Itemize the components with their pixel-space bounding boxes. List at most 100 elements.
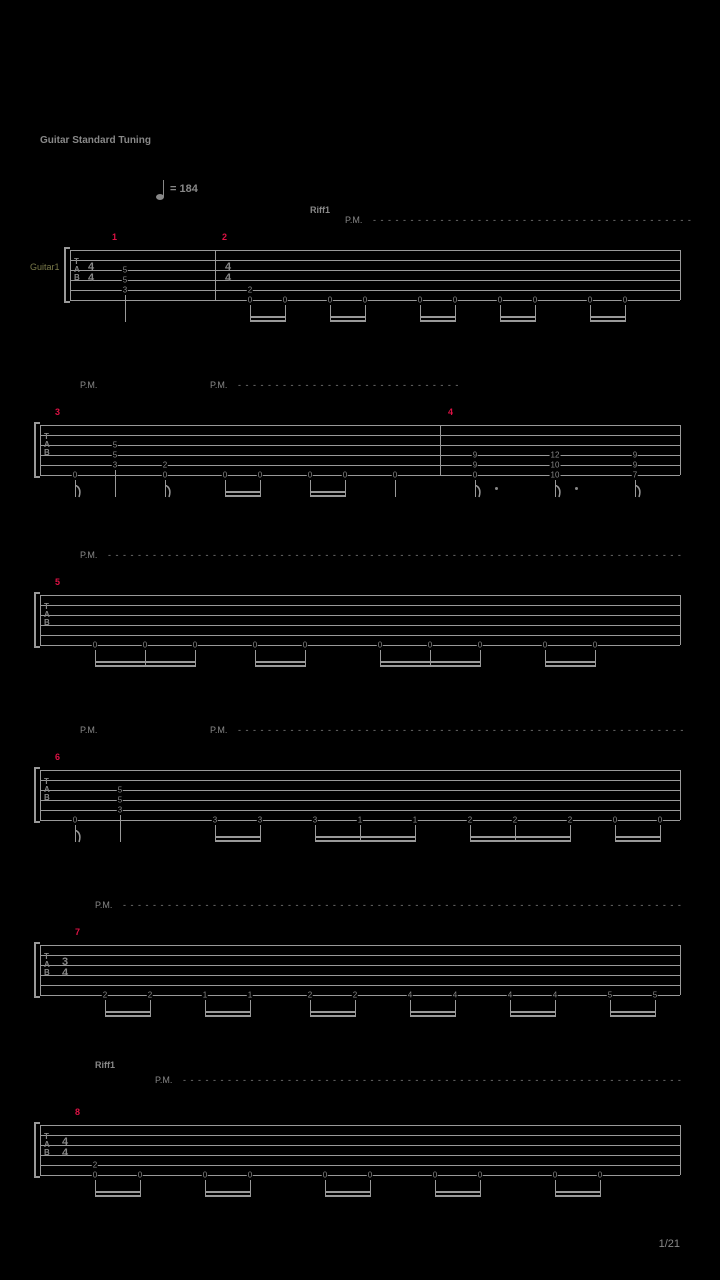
- fret-number: 10: [550, 471, 561, 480]
- staff-line: [40, 965, 680, 966]
- tempo-text: = 184: [170, 183, 198, 195]
- staff-line: [40, 800, 680, 801]
- bar-number: 8: [75, 1107, 80, 1117]
- staff-line: [40, 625, 680, 626]
- staff-line: [40, 445, 680, 446]
- fret-number: 4: [407, 991, 413, 1000]
- beam: [310, 1015, 355, 1017]
- fret-number: 0: [92, 1171, 98, 1180]
- fret-number: 9: [472, 461, 478, 470]
- beam: [470, 840, 515, 842]
- fret-number: 0: [597, 1171, 603, 1180]
- staff-line: [70, 270, 680, 271]
- beam: [105, 1015, 150, 1017]
- beam-secondary: [410, 1011, 455, 1013]
- fret-number: 0: [542, 641, 548, 650]
- fret-number: 1: [357, 816, 363, 825]
- pm-dashes: - - - - - - - - - - - - - - - - - - - - …: [108, 550, 683, 560]
- fret-number: 0: [222, 471, 228, 480]
- beam-secondary: [310, 1011, 355, 1013]
- fret-number: 0: [452, 296, 458, 305]
- beam: [255, 665, 305, 667]
- time-signature: 44: [62, 1137, 68, 1159]
- beam-secondary: [590, 316, 625, 318]
- staff-line: [70, 250, 680, 251]
- fret-number: 3: [112, 461, 118, 470]
- tab-clef: TAB: [44, 953, 50, 977]
- beam-secondary: [420, 316, 455, 318]
- fret-number: 0: [592, 641, 598, 650]
- fret-number: 0: [307, 471, 313, 480]
- bracket-bot: [34, 821, 40, 823]
- fret-number: 0: [477, 1171, 483, 1180]
- note-stem: [480, 1180, 481, 1197]
- staff-line: [40, 615, 680, 616]
- beam: [145, 665, 195, 667]
- staff-line: [40, 770, 680, 771]
- fret-number: 2: [92, 1161, 98, 1170]
- beam: [315, 840, 360, 842]
- fret-number: 2: [102, 991, 108, 1000]
- beam: [360, 840, 415, 842]
- pm-label: P.M.: [80, 380, 97, 390]
- beam: [205, 1195, 250, 1197]
- note-stem: [250, 1000, 251, 1017]
- barline: [440, 425, 441, 475]
- fret-number: 2: [247, 286, 253, 295]
- beam-secondary: [330, 316, 365, 318]
- barline: [40, 945, 41, 995]
- staff-line: [40, 1135, 680, 1136]
- beam: [590, 320, 625, 322]
- fret-number: 0: [532, 296, 538, 305]
- fret-number: 2: [567, 816, 573, 825]
- beam-secondary: [105, 1011, 150, 1013]
- staff-line: [40, 1145, 680, 1146]
- bar-number: 2: [222, 232, 227, 242]
- fret-number: 0: [477, 641, 483, 650]
- fret-number: 0: [432, 1171, 438, 1180]
- staff-line: [70, 290, 680, 291]
- barline: [40, 425, 41, 475]
- staff-line: [40, 455, 680, 456]
- beam-secondary: [250, 316, 285, 318]
- flag-icon: [635, 485, 643, 499]
- fret-number: 0: [587, 296, 593, 305]
- pm-label: P.M.: [95, 900, 112, 910]
- flag-icon: [475, 485, 483, 499]
- fret-number: 0: [472, 471, 478, 480]
- note-stem: [305, 650, 306, 667]
- fret-number: 12: [550, 451, 561, 460]
- staff-line: [40, 780, 680, 781]
- note-stem: [260, 825, 261, 842]
- system-bracket: [64, 247, 66, 303]
- tab-clef: TAB: [44, 1133, 50, 1157]
- fret-number: 0: [367, 1171, 373, 1180]
- beam: [410, 1015, 455, 1017]
- bar-number: 6: [55, 752, 60, 762]
- barline: [40, 770, 41, 820]
- duration-dot: [495, 487, 498, 490]
- fret-number: 0: [427, 641, 433, 650]
- fret-number: 0: [72, 816, 78, 825]
- bar-number: 1: [112, 232, 117, 242]
- beam-secondary: [435, 1191, 480, 1193]
- fret-number: 3: [212, 816, 218, 825]
- flag-icon: [555, 485, 563, 499]
- fret-number: 7: [632, 471, 638, 480]
- tab-clef: TAB: [44, 603, 50, 627]
- note-stem: [555, 1000, 556, 1017]
- beam-secondary: [315, 836, 360, 838]
- fret-number: 5: [652, 991, 658, 1000]
- pm-dashes: - - - - - - - - - - - - - - - - - - - - …: [238, 725, 683, 735]
- fret-number: 0: [162, 471, 168, 480]
- fret-number: 0: [247, 1171, 253, 1180]
- bracket-top: [34, 767, 40, 769]
- staff-line: [40, 810, 680, 811]
- fret-number: 1: [202, 991, 208, 1000]
- fret-number: 0: [657, 816, 663, 825]
- note-stem: [150, 1000, 151, 1017]
- staff-line: [40, 605, 680, 606]
- beam-secondary: [510, 1011, 555, 1013]
- pm-dashes: - - - - - - - - - - - - - - - - - - - - …: [238, 380, 463, 390]
- note-stem: [660, 825, 661, 842]
